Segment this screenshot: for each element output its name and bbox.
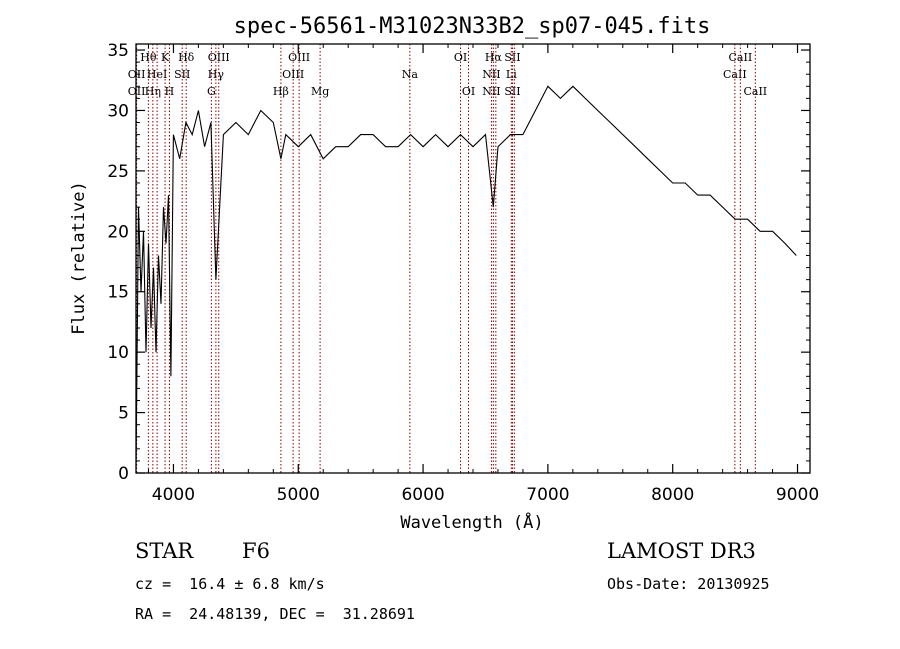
x-tick-label: 6000 [401,485,444,505]
line-marker-label: HeI [147,68,167,81]
line-marker-label: SII [504,51,520,64]
redshift-text: cz = 16.4 ± 6.8 km/s [135,575,325,593]
y-tick-label: 35 [107,41,129,61]
y-tick-label: 30 [107,101,129,121]
line-marker-label: CaII [723,68,747,81]
x-axis-label: Wavelength (Å) [400,511,543,533]
x-tick-label: 7000 [526,485,569,505]
x-tick-label: 4000 [152,485,195,505]
line-marker-label: OIII [208,51,230,64]
plot-frame [135,43,811,474]
line-marker-label: NII [482,85,500,98]
line-marker-label: Hδ [178,51,195,64]
y-tick-label: 20 [107,222,129,242]
line-marker-label: Hα [485,51,503,64]
coordinates-text: RA = 24.48139, DEC = 31.28691 [135,605,415,623]
y-tick-label: 0 [118,464,129,484]
line-marker-label: SII [174,68,190,81]
obs-date-text: Obs-Date: 20130925 [607,575,770,593]
line-marker-label: OIII [288,51,310,64]
y-tick-label: 10 [107,343,129,363]
line-marker-label: H [165,85,175,98]
x-tick-label: 9000 [776,485,819,505]
object-class: STAR [135,539,194,563]
line-marker-label: K [161,51,170,64]
y-tick-label: 25 [107,162,129,182]
line-marker-label: NII [482,68,500,81]
y-tick-label: 5 [118,404,129,424]
line-marker-label: CaII [729,51,753,64]
line-marker-label: SII [504,85,520,98]
x-tick-label: 8000 [651,485,694,505]
line-marker-label: Hθ [140,51,157,64]
y-axis-label: Flux (relative) [69,181,89,335]
line-marker-label: G [207,85,216,98]
line-marker-label: OIII [282,68,304,81]
line-marker-label: OI [462,85,475,98]
spectrum-series-line [135,85,797,468]
spectrum-plot [135,85,797,468]
line-marker-label: Na [402,68,419,81]
line-marker-label: Hη [145,85,161,98]
line-marker-label: Li [506,68,517,81]
line-marker-label: Hγ [208,68,225,81]
line-marker-label: Hβ [273,85,289,98]
object-subclass: F6 [242,539,270,563]
line-marker-label: CaII [743,85,767,98]
line-marker-label: OI [454,51,467,64]
chart-title: spec-56561-M31023N33B2_sp07-045.fits [234,14,711,39]
line-marker-label: Mg [311,85,329,98]
emission-line-markers: OIIOIIHθHηHeIKHSIIHδGHγOIIIHβOIIIOIIIMgN… [128,44,767,473]
y-tick-label: 15 [107,283,129,303]
axis-ticks: 4000 5000 6000 7000 8000 9000 0 5 10 15 20 25 30 35 [107,41,819,505]
x-tick-label: 5000 [277,485,320,505]
survey-name: LAMOST DR3 [607,539,756,563]
